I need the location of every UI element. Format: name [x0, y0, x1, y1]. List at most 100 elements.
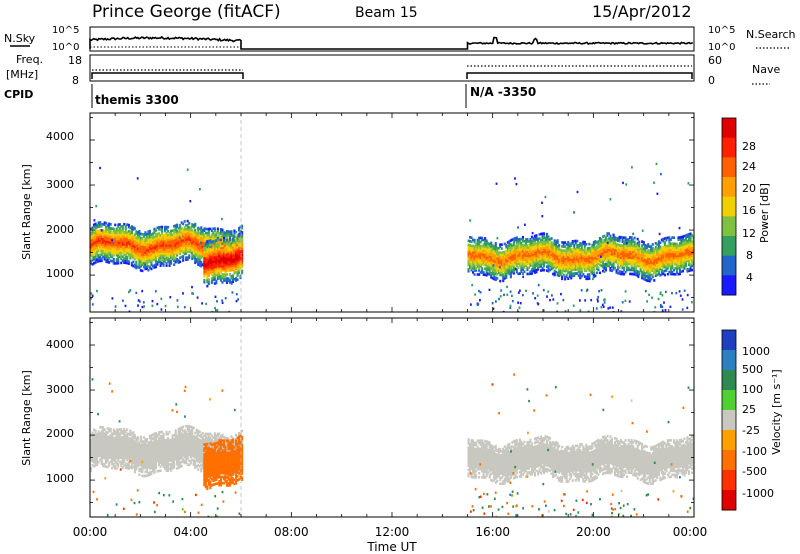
power-cell — [496, 262, 499, 266]
power-cell — [586, 257, 589, 260]
power-cell — [511, 256, 514, 260]
power-cell — [533, 244, 537, 248]
power-cell — [533, 261, 537, 264]
power-cell — [148, 246, 152, 249]
velocity-cell — [90, 467, 93, 470]
power-cell — [677, 248, 680, 252]
power-cell — [600, 264, 603, 268]
power-cell — [224, 267, 227, 270]
power-cell — [112, 231, 115, 235]
power-cell — [678, 272, 682, 276]
power-cell — [491, 252, 494, 256]
power-cell — [209, 245, 212, 249]
power-cell — [618, 245, 621, 249]
power-cell — [231, 266, 235, 269]
power-cell — [162, 244, 165, 247]
power-cell — [576, 249, 579, 253]
power-cell — [671, 270, 674, 274]
velocity-cell — [99, 434, 102, 437]
power-cell — [183, 236, 186, 239]
power-cell — [660, 254, 663, 258]
power-cell — [627, 266, 630, 270]
power-cell — [532, 243, 535, 247]
power-cell — [173, 233, 176, 236]
power-cell — [689, 267, 692, 270]
power-cell — [651, 263, 654, 266]
power-scatter-cell — [621, 301, 624, 304]
power-cell — [629, 246, 632, 249]
power-cell — [573, 252, 576, 255]
power-cell — [179, 248, 182, 252]
power-cell — [228, 263, 232, 266]
power-cell — [219, 254, 223, 258]
power-cell — [215, 239, 218, 242]
power-cell — [224, 277, 227, 280]
power-cell — [154, 249, 158, 252]
power-cell — [606, 264, 609, 268]
power-cell — [532, 239, 535, 242]
power-cell — [123, 241, 126, 244]
power-cell — [521, 250, 525, 253]
velocity-cell — [103, 450, 106, 454]
power-cell — [642, 257, 645, 261]
power-cell — [475, 263, 478, 266]
power-cell — [552, 246, 555, 249]
power-cell — [117, 231, 120, 235]
power-cell — [210, 273, 213, 276]
power-cell — [532, 269, 535, 273]
power-cell — [556, 245, 559, 248]
power-cell — [665, 255, 668, 258]
power-cell — [595, 271, 598, 275]
power-cell — [503, 250, 506, 254]
power-cell — [141, 269, 144, 273]
power-cell — [218, 267, 221, 270]
power-cell — [527, 256, 531, 259]
power-cell — [174, 232, 177, 236]
power-cell — [238, 245, 241, 248]
power-cell — [151, 232, 155, 236]
power-cell — [225, 277, 229, 280]
power-cell — [692, 236, 694, 239]
power-cell — [238, 261, 241, 264]
velocity-cell — [100, 444, 103, 447]
power-cell — [228, 273, 232, 276]
power-cell — [476, 265, 479, 268]
power-scatter-cell — [141, 305, 144, 309]
power-cell — [617, 253, 620, 257]
power-cell — [170, 252, 173, 255]
power-cell — [93, 251, 96, 255]
power-cell — [654, 268, 657, 271]
power-cell — [118, 223, 121, 226]
power-cell — [467, 269, 470, 273]
power-cell — [609, 256, 612, 260]
power-cell — [688, 247, 691, 250]
power-cell — [660, 273, 663, 276]
power-cell — [555, 260, 558, 264]
power-cell — [617, 249, 620, 253]
power-cell — [561, 277, 564, 281]
power-cell — [589, 258, 592, 262]
power-cell — [641, 254, 644, 258]
power-cell — [478, 257, 481, 260]
power-cell — [689, 262, 692, 266]
power-cell — [666, 262, 669, 266]
power-cell — [159, 246, 162, 249]
power-scatter-cell — [584, 299, 587, 302]
power-cell — [573, 258, 576, 261]
power-cell — [555, 270, 558, 274]
power-cell — [473, 251, 476, 254]
power-cell — [115, 247, 118, 251]
power-cell — [144, 261, 147, 265]
power-cell — [520, 252, 523, 255]
power-cell — [185, 232, 188, 235]
power-cell — [136, 241, 139, 244]
power-cell — [177, 232, 180, 236]
power-cell — [607, 252, 611, 256]
power-cell — [238, 247, 241, 250]
power-cell — [238, 257, 241, 260]
power-cell — [645, 244, 648, 248]
power-cell — [648, 261, 651, 265]
power-cell — [684, 252, 688, 256]
power-cell — [571, 256, 574, 259]
power-cell — [219, 268, 223, 272]
